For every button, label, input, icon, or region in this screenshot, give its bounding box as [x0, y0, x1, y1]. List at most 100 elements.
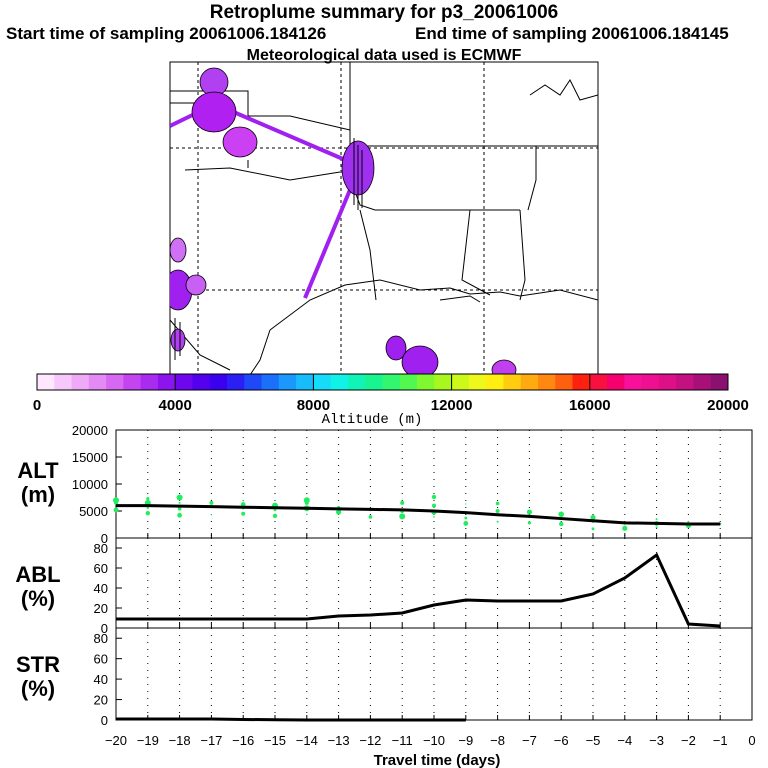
- colorbar-cell: [503, 374, 522, 390]
- colorbar-cell: [261, 374, 280, 390]
- colorbar-cell: [365, 374, 383, 390]
- altitude-point: [211, 498, 212, 500]
- y-tick-label: 60: [94, 561, 108, 576]
- colorbar-tick-label: 20000: [707, 397, 749, 414]
- altitude-point: [655, 518, 658, 521]
- y-axis-unit-abl: (%): [21, 586, 55, 611]
- colorbar-cell: [555, 374, 574, 390]
- colorbar-cell: [520, 374, 539, 390]
- colorbar-tick-labels: 0 4000 8000 12000 16000 20000: [33, 397, 749, 414]
- colorbar-cell: [71, 374, 90, 390]
- altitude-point: [177, 507, 182, 511]
- x-tick-label: −10: [423, 733, 445, 748]
- colorbar-cell: [537, 374, 556, 390]
- colorbar-cell: [641, 374, 660, 390]
- x-tick-label: −1: [713, 733, 728, 748]
- altitude-point: [113, 507, 119, 513]
- x-tick-label: −14: [296, 733, 318, 748]
- altitude-point: [113, 497, 119, 504]
- x-tick-label: −8: [490, 733, 505, 748]
- y-axis-label-abl: ABL: [15, 562, 60, 587]
- colorbar-cell: [658, 374, 677, 390]
- colorbar-cell: [607, 374, 625, 390]
- end-time-label: End time of sampling 20061006.184145: [415, 24, 729, 43]
- altitude-point: [176, 494, 183, 501]
- altitude-point: [145, 510, 150, 516]
- colorbar-cell: [399, 374, 418, 390]
- altitude-point: [433, 516, 435, 518]
- colorbar-tick-label: 0: [33, 397, 41, 414]
- y-tick-label: 10000: [72, 477, 108, 492]
- y-tick-label: 80: [94, 631, 108, 646]
- colorbar-cell: [278, 374, 297, 390]
- altitude-point: [622, 525, 628, 531]
- altitude-point: [496, 520, 499, 523]
- altitude-point: [303, 497, 310, 504]
- altitude-point: [526, 509, 533, 515]
- altitude-point: [306, 513, 308, 516]
- colorbar-tick-label: 8000: [297, 397, 330, 414]
- y-tick-label: 0: [101, 713, 108, 728]
- map-graticule: [170, 62, 598, 375]
- colorbar-cell: [417, 374, 435, 390]
- colorbar-cell: [244, 374, 263, 390]
- x-tick-label: −12: [359, 733, 381, 748]
- colorbar-cell: [330, 374, 349, 390]
- panel-alt: 0 5000 10000 15000 20000 ALT(m): [17, 423, 753, 546]
- colorbar-cell: [227, 374, 245, 390]
- x-tick-label: −4: [617, 733, 632, 748]
- y-tick-label: 20: [94, 601, 108, 616]
- x-tick-label: −19: [137, 733, 159, 748]
- colorbar-tick-label: 12000: [431, 397, 473, 414]
- y-tick-label: 80: [94, 541, 108, 556]
- colorbar-cell: [296, 374, 314, 390]
- altitude-point: [178, 501, 181, 504]
- panel-abl: 0 20 40 60 80 ABL(%): [15, 537, 753, 636]
- altitude-point: [272, 513, 278, 519]
- mean-altitude-line: [116, 504, 721, 526]
- colorbar-cell: [175, 374, 193, 390]
- altitude-point: [338, 516, 340, 519]
- colorbar-cell: [589, 374, 608, 390]
- x-tick-label: −11: [392, 733, 413, 748]
- altitude-point: [431, 494, 437, 500]
- colorbar-cell: [382, 374, 401, 390]
- altitude-point: [655, 526, 658, 529]
- altitude-point: [590, 514, 596, 521]
- plume-ticks: [174, 138, 363, 360]
- x-tick-label: 0: [748, 733, 755, 748]
- colorbar-cell: [676, 374, 694, 390]
- altitude-point: [559, 521, 564, 527]
- colorbar-tick-label: 16000: [569, 397, 611, 414]
- colorbar-cell: [209, 374, 228, 390]
- altitude-point: [432, 503, 436, 508]
- colorbar-cell: [157, 374, 176, 390]
- y-axis-unit-str: (%): [21, 676, 55, 701]
- altitude-point: [368, 515, 373, 519]
- colorbar-cell: [572, 374, 591, 390]
- str-line: [116, 717, 466, 722]
- colorbar-cell: [192, 374, 211, 390]
- altitude-point: [464, 516, 468, 520]
- start-time-label: Start time of sampling 20061006.184126: [6, 24, 327, 43]
- altitude-point: [177, 512, 183, 518]
- x-tick-label: −15: [264, 733, 286, 748]
- colorbar-cell: [54, 374, 73, 390]
- x-tick-label: −18: [169, 733, 191, 748]
- y-tick-label: 0: [101, 621, 108, 636]
- colorbar-cell: [88, 374, 107, 390]
- x-tick-label: −20: [105, 733, 127, 748]
- colorbar-cell: [106, 374, 124, 390]
- altitude-point: [370, 504, 371, 505]
- y-axis-unit-alt: (m): [21, 482, 55, 507]
- y-tick-label: 40: [94, 672, 108, 687]
- x-axis-label: Travel time (days): [374, 752, 501, 768]
- y-tick-label: 0: [101, 531, 108, 546]
- altitude-point: [558, 511, 564, 518]
- altitude-point: [400, 500, 405, 505]
- x-tick-label: −7: [522, 733, 537, 748]
- x-tick-labels: −20 −19 −18 −17 −16 −15 −14 −13 −12 −11 −10 −9 −8 −7−…: [105, 733, 756, 748]
- panel-frame: [115, 627, 753, 721]
- x-tick-label: −6: [554, 733, 569, 748]
